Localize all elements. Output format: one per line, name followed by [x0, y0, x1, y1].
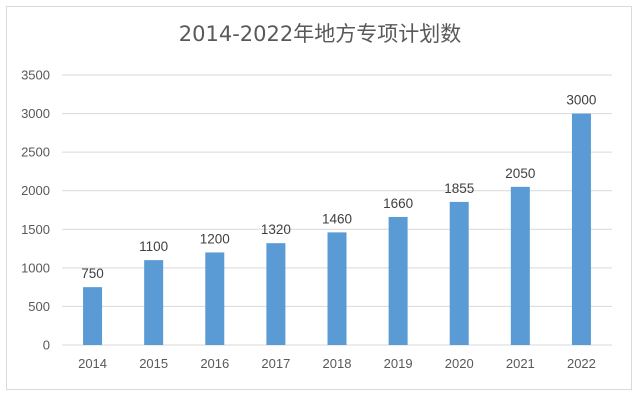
bar [83, 287, 103, 345]
data-label: 3000 [566, 93, 596, 108]
data-labels: 750 1100 1200 1320 1460 1660 1855 2050 3000 [81, 93, 596, 282]
data-label: 2050 [505, 166, 535, 181]
x-tick-label: 2016 [200, 356, 229, 371]
data-label: 1320 [261, 222, 291, 237]
x-tick-label: 2020 [445, 356, 474, 371]
x-tick-label: 2019 [384, 356, 413, 371]
bar [571, 113, 591, 345]
x-tick-label: 2017 [261, 356, 290, 371]
data-label: 1100 [139, 239, 168, 254]
x-tick-label: 2022 [567, 356, 596, 371]
chart-title: 2014-2022年地方专项计划数 [178, 22, 462, 46]
bar [510, 186, 530, 345]
y-tick-label: 1500 [21, 222, 50, 237]
data-label: 1200 [200, 231, 230, 246]
x-tick-label: 2014 [78, 356, 107, 371]
x-tick-label: 2021 [506, 356, 535, 371]
bar [205, 252, 225, 345]
y-tick-label: 3500 [21, 68, 50, 83]
y-tick-label: 500 [28, 299, 50, 314]
y-tick-label: 2500 [21, 145, 50, 160]
bar [144, 260, 164, 345]
data-label: 750 [81, 266, 104, 281]
x-tick-label: 2015 [139, 356, 168, 371]
y-tick-label: 3000 [21, 106, 50, 121]
y-tick-label: 1000 [21, 260, 50, 275]
bars [83, 113, 591, 345]
y-tick-label: 0 [43, 338, 50, 353]
data-label: 1855 [444, 181, 474, 196]
x-tick-label: 2018 [323, 356, 352, 371]
y-axis: 0 500 1000 1500 2000 2500 3000 3500 [21, 68, 50, 353]
bar [327, 232, 347, 345]
data-label: 1460 [322, 211, 352, 226]
data-label: 1660 [383, 196, 413, 211]
x-axis: 2014 2015 2016 2017 2018 2019 2020 2021 2022 [78, 356, 596, 371]
bar [388, 216, 408, 345]
bar [266, 243, 286, 345]
y-tick-label: 2000 [21, 183, 50, 198]
bar [449, 201, 469, 345]
